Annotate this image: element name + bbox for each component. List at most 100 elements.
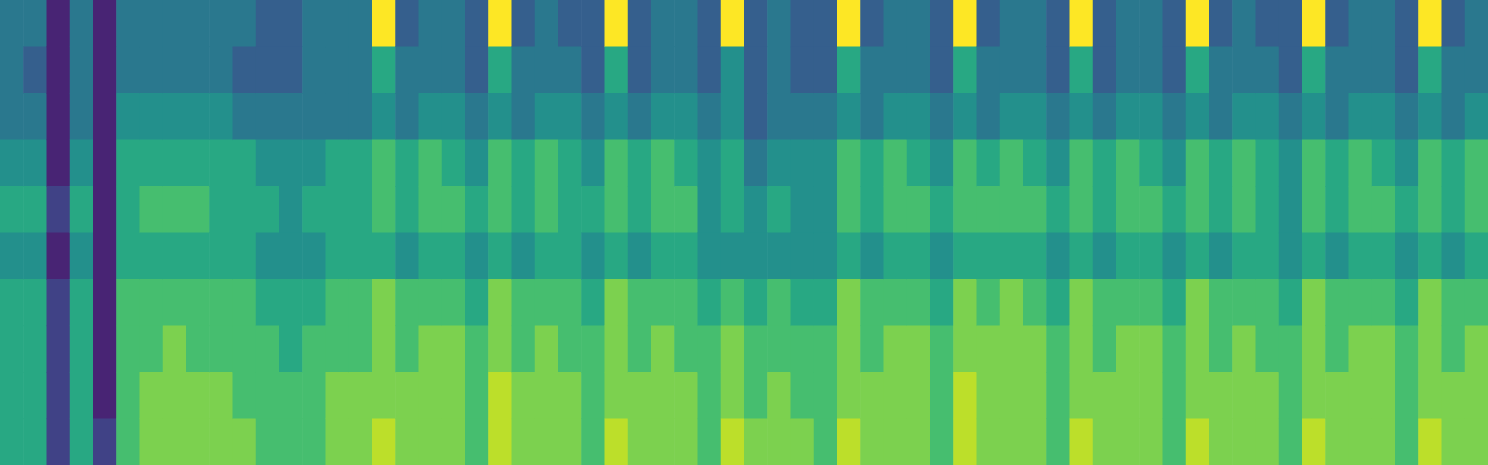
cell — [1395, 186, 1419, 233]
cell — [1325, 233, 1349, 280]
cell — [1116, 233, 1140, 280]
cell — [326, 186, 350, 233]
cell — [372, 326, 396, 373]
cell — [395, 419, 419, 465]
cell — [1302, 233, 1326, 280]
cell — [977, 140, 1001, 187]
cell — [1186, 140, 1210, 187]
cell — [140, 93, 164, 140]
cell — [1302, 47, 1326, 94]
cell — [1442, 326, 1466, 373]
cell — [93, 326, 117, 373]
cell — [442, 47, 466, 94]
cell — [767, 419, 791, 465]
cell — [140, 47, 164, 94]
cell — [209, 326, 233, 373]
cell — [744, 279, 768, 326]
cell — [23, 372, 47, 419]
cell — [1256, 47, 1280, 94]
cell — [953, 419, 977, 465]
cell — [1325, 186, 1349, 233]
cell — [372, 186, 396, 233]
cell — [442, 233, 466, 280]
cell — [605, 47, 629, 94]
cell — [744, 419, 768, 465]
cell — [581, 186, 605, 233]
cell — [605, 279, 629, 326]
cell — [23, 326, 47, 373]
cell — [1418, 326, 1442, 373]
cell — [907, 279, 931, 326]
cell — [349, 372, 373, 419]
cell — [1046, 140, 1070, 187]
cell — [860, 233, 884, 280]
cell — [395, 233, 419, 280]
cell — [1070, 372, 1094, 419]
cell — [349, 0, 373, 47]
cell — [465, 419, 489, 465]
cell — [419, 0, 443, 47]
cell — [512, 326, 536, 373]
cell — [209, 372, 233, 419]
cell — [1395, 279, 1419, 326]
cell — [47, 140, 71, 187]
cell — [233, 326, 257, 373]
cell — [256, 47, 280, 94]
cell — [791, 233, 815, 280]
cell — [442, 0, 466, 47]
cell — [349, 47, 373, 94]
cell — [47, 326, 71, 373]
cell — [1093, 326, 1117, 373]
cell — [698, 93, 722, 140]
cell — [163, 93, 187, 140]
cell — [326, 140, 350, 187]
cell — [1209, 233, 1233, 280]
cell — [395, 372, 419, 419]
cell — [70, 0, 94, 47]
cell — [1186, 47, 1210, 94]
cell — [372, 372, 396, 419]
cell — [907, 326, 931, 373]
cell — [977, 233, 1001, 280]
cell — [930, 140, 954, 187]
cell — [442, 419, 466, 465]
cell — [698, 279, 722, 326]
cell — [884, 0, 908, 47]
cell — [395, 93, 419, 140]
cell — [349, 93, 373, 140]
cell — [1442, 0, 1466, 47]
cell — [884, 186, 908, 233]
cell — [814, 186, 838, 233]
cell — [837, 0, 861, 47]
cell — [721, 186, 745, 233]
cell — [837, 372, 861, 419]
cell — [1418, 186, 1442, 233]
cell — [930, 47, 954, 94]
cell — [1023, 326, 1047, 373]
cell — [70, 93, 94, 140]
cell — [512, 419, 536, 465]
cell — [1209, 47, 1233, 94]
cell — [279, 186, 303, 233]
cell — [953, 372, 977, 419]
cell — [1418, 233, 1442, 280]
cell — [1349, 419, 1373, 465]
cell — [1116, 372, 1140, 419]
cell — [558, 372, 582, 419]
cell — [47, 233, 71, 280]
cell — [651, 0, 675, 47]
cell — [1186, 0, 1210, 47]
cell — [1046, 279, 1070, 326]
cell — [233, 419, 257, 465]
cell — [1046, 47, 1070, 94]
cell — [1232, 233, 1256, 280]
cell — [140, 186, 164, 233]
cell — [860, 186, 884, 233]
spectrogram — [0, 0, 1488, 465]
cell — [1465, 326, 1488, 373]
cell — [256, 233, 280, 280]
cell — [465, 93, 489, 140]
cell — [256, 372, 280, 419]
cell — [1465, 233, 1488, 280]
cell — [605, 0, 629, 47]
